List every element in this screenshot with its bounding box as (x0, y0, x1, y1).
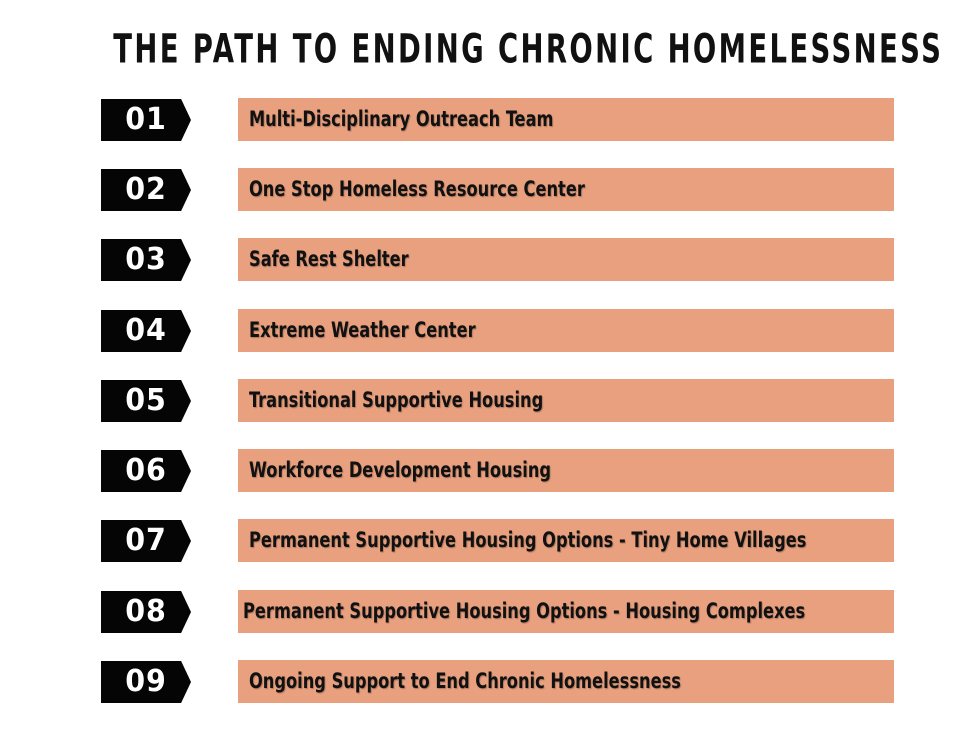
step-label: One Stop Homeless Resource Center (249, 177, 585, 201)
step-label: Permanent Supportive Housing Options - T… (249, 528, 807, 552)
step-row-9: 09 Ongoing Support to End Chronic Homele… (0, 660, 979, 704)
step-row-4: 04 Extreme Weather Center (0, 309, 979, 353)
step-number-badge: 06 (101, 450, 191, 492)
step-row-3: 03 Safe Rest Shelter (0, 238, 979, 282)
step-label: Transitional Supportive Housing (249, 388, 544, 412)
step-bar: Permanent Supportive Housing Options - T… (238, 519, 894, 562)
step-bar: Ongoing Support to End Chronic Homelessn… (238, 660, 894, 703)
step-row-5: 05 Transitional Supportive Housing (0, 379, 979, 423)
step-row-7: 07 Permanent Supportive Housing Options … (0, 519, 979, 563)
step-bar: Multi-Disciplinary Outreach Team (238, 98, 894, 141)
step-label: Workforce Development Housing (249, 458, 552, 482)
step-row-8: 08 Permanent Supportive Housing Options … (0, 590, 979, 634)
step-bar: Workforce Development Housing (238, 449, 894, 492)
step-number: 09 (125, 664, 167, 699)
step-label: Permanent Supportive Housing Options - H… (243, 599, 806, 623)
step-row-2: 02 One Stop Homeless Resource Center (0, 168, 979, 212)
step-number: 08 (125, 594, 167, 629)
step-bar: Transitional Supportive Housing (238, 379, 894, 422)
step-number: 06 (125, 453, 167, 488)
step-row-6: 06 Workforce Development Housing (0, 449, 979, 493)
step-label: Safe Rest Shelter (249, 247, 409, 271)
step-number: 07 (125, 523, 167, 558)
step-number-badge: 03 (101, 239, 191, 281)
step-number: 03 (125, 242, 167, 277)
step-number-badge: 01 (101, 99, 191, 141)
step-number: 04 (125, 313, 167, 348)
step-number-badge: 09 (101, 661, 191, 703)
step-bar: Safe Rest Shelter (238, 238, 894, 281)
step-bar: Permanent Supportive Housing Options - H… (238, 590, 894, 633)
step-number-badge: 07 (101, 520, 191, 562)
step-number-badge: 08 (101, 591, 191, 633)
step-number-badge: 05 (101, 380, 191, 422)
step-number-badge: 02 (101, 169, 191, 211)
step-number: 01 (125, 102, 167, 137)
page-title: THE PATH TO ENDING CHRONIC HOMELESSNESS (113, 27, 944, 74)
step-label: Multi-Disciplinary Outreach Team (249, 107, 554, 131)
step-bar: One Stop Homeless Resource Center (238, 168, 894, 211)
step-number: 05 (125, 383, 167, 418)
step-label: Extreme Weather Center (249, 318, 476, 342)
step-row-1: 01 Multi-Disciplinary Outreach Team (0, 98, 979, 142)
step-number-badge: 04 (101, 310, 191, 352)
step-number: 02 (125, 172, 167, 207)
step-bar: Extreme Weather Center (238, 309, 894, 352)
step-label: Ongoing Support to End Chronic Homelessn… (249, 669, 681, 693)
